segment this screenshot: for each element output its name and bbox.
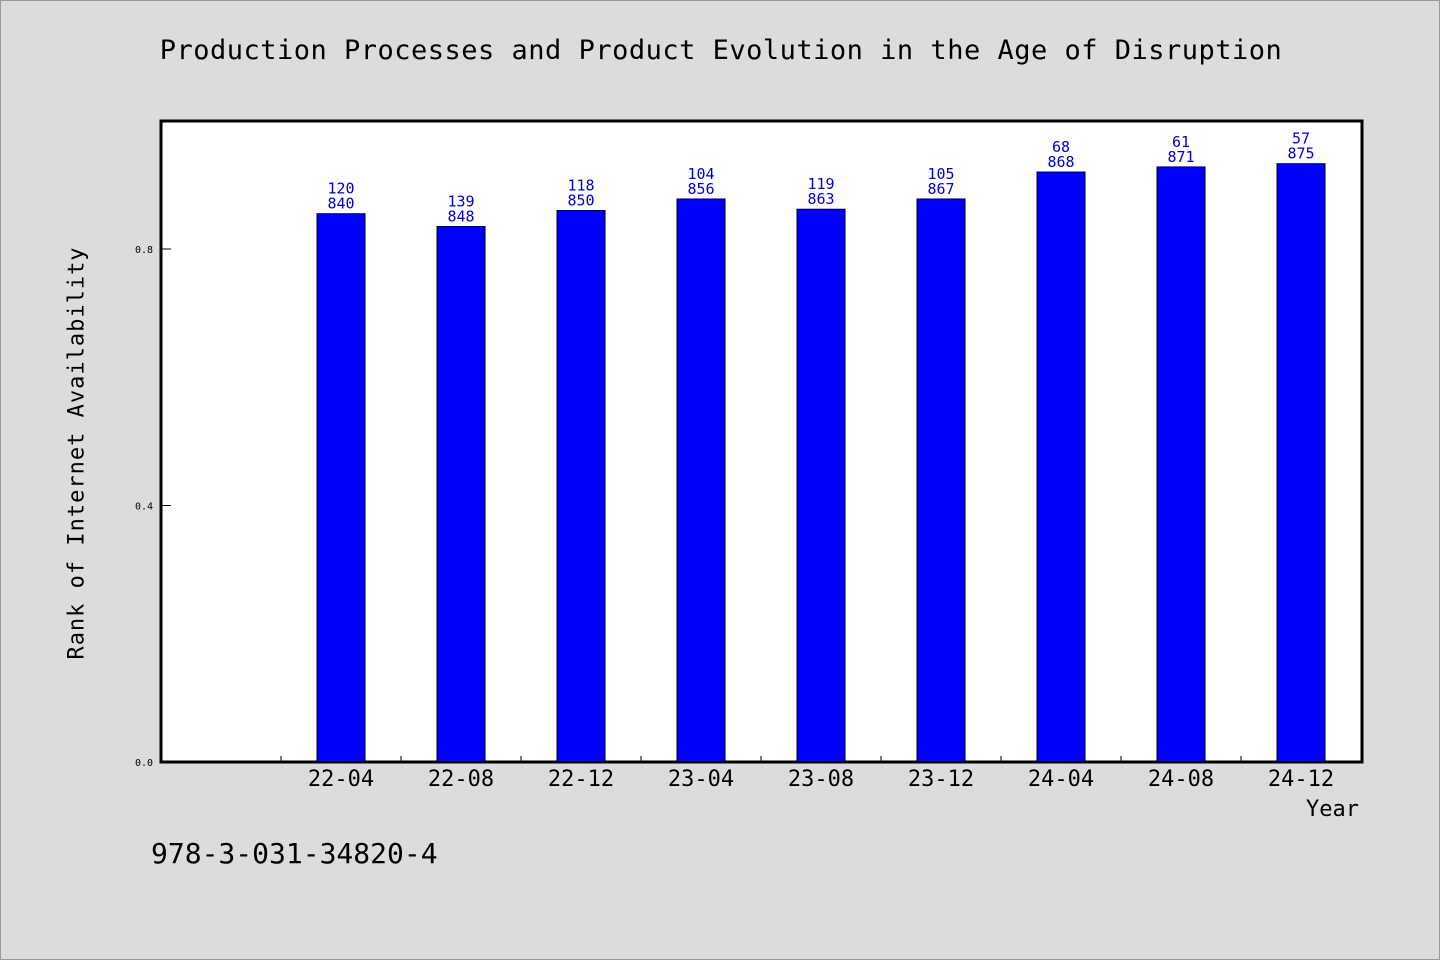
bar-label-top: 61	[1172, 133, 1190, 151]
bar-label-bottom: 875	[1287, 145, 1314, 163]
bar-label-top: 139	[447, 193, 474, 211]
bar-23-12	[916, 198, 966, 763]
y-tick-label: 0.8	[135, 245, 153, 256]
bar-label-top: 104	[687, 165, 714, 183]
bar-label-top: 119	[807, 175, 834, 193]
x-tick-label: 23-12	[908, 767, 974, 792]
bar-label-bottom: 840	[327, 195, 354, 213]
chart-title: Production Processes and Product Evoluti…	[159, 35, 1283, 66]
y-axis-label: Rank of Internet Availability	[64, 246, 90, 660]
bar-series	[316, 163, 1326, 763]
isbn-footer-text: 978-3-031-34820-4	[151, 837, 438, 870]
bar-24-08	[1156, 166, 1206, 763]
bar-label-bottom: 856	[687, 180, 714, 198]
x-tick-label: 22-08	[428, 767, 494, 792]
x-axis-ticks	[280, 756, 1362, 762]
bar-22-04	[316, 213, 366, 763]
bar-label-bottom: 867	[927, 180, 954, 198]
bar-label-bottom: 868	[1047, 153, 1074, 171]
bar-23-04	[676, 198, 726, 763]
bar-label-bottom: 850	[567, 192, 594, 210]
bar-label-top: 120	[327, 180, 354, 198]
bar-22-08	[436, 226, 486, 763]
x-tick-label: 22-12	[548, 767, 614, 792]
x-axis-tick-labels: 22-04 22-08 22-12 23-04 23-08 23-12 24-04 24-08…	[308, 767, 1334, 792]
bar-label-bottom: 848	[447, 208, 474, 226]
x-axis-label: Year	[1306, 797, 1359, 822]
bar-label-top: 118	[567, 177, 594, 195]
bar-24-04	[1036, 171, 1086, 763]
y-tick-label: 0.4	[135, 502, 153, 513]
x-tick-label: 24-08	[1148, 767, 1214, 792]
x-tick-label: 24-12	[1268, 767, 1334, 792]
x-tick-label: 24-04	[1028, 767, 1094, 792]
y-tick-label: 0.0	[135, 758, 153, 769]
x-tick-label: 23-08	[788, 767, 854, 792]
bar-label-top: 68	[1052, 138, 1070, 156]
y-axis-ticks: 0.0 0.4 0.8	[135, 245, 171, 769]
x-tick-label: 23-04	[668, 767, 734, 792]
bar-23-08	[796, 208, 846, 763]
bar-label-top: 57	[1292, 130, 1310, 148]
bar-22-12	[556, 210, 606, 763]
bar-label-bottom: 871	[1167, 148, 1194, 166]
bar-label-bottom: 863	[807, 190, 834, 208]
bar-label-top: 105	[927, 165, 954, 183]
x-tick-label: 22-04	[308, 767, 374, 792]
bar-24-12	[1276, 163, 1326, 763]
